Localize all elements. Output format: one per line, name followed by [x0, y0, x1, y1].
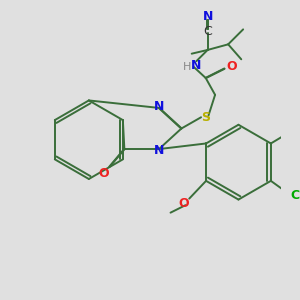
Text: N: N	[154, 100, 164, 112]
Text: H: H	[183, 62, 191, 72]
Text: N: N	[191, 59, 202, 72]
Text: S: S	[201, 111, 210, 124]
Text: N: N	[154, 144, 164, 158]
Text: N: N	[202, 10, 213, 23]
Text: Cl: Cl	[290, 189, 300, 202]
Text: C: C	[203, 25, 212, 38]
Text: O: O	[226, 60, 237, 73]
Text: O: O	[98, 167, 109, 180]
Text: O: O	[178, 197, 189, 210]
